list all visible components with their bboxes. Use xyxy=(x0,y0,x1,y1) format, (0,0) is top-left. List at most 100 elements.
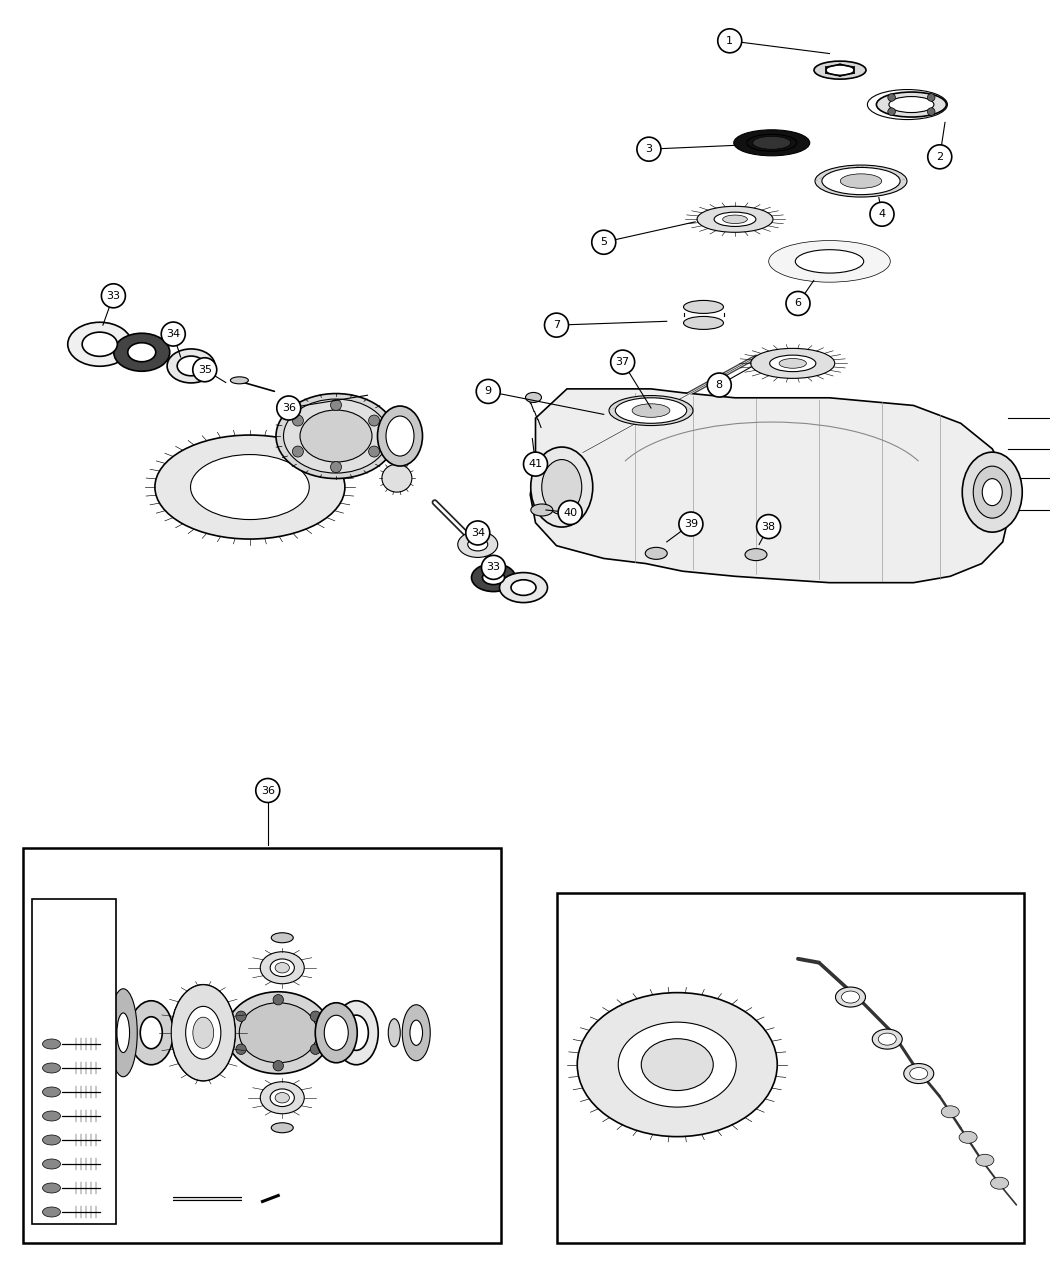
Ellipse shape xyxy=(186,1006,220,1060)
Ellipse shape xyxy=(615,398,687,423)
Ellipse shape xyxy=(82,333,118,356)
Ellipse shape xyxy=(42,1159,61,1169)
Ellipse shape xyxy=(500,572,547,603)
Ellipse shape xyxy=(171,984,235,1081)
Circle shape xyxy=(559,501,582,524)
Ellipse shape xyxy=(982,478,1003,506)
Circle shape xyxy=(273,994,284,1005)
Circle shape xyxy=(927,93,934,101)
Ellipse shape xyxy=(167,349,215,382)
Circle shape xyxy=(236,1044,246,1054)
Ellipse shape xyxy=(962,453,1023,532)
Circle shape xyxy=(477,380,500,403)
Ellipse shape xyxy=(226,992,331,1074)
Ellipse shape xyxy=(334,1001,378,1065)
Ellipse shape xyxy=(402,1005,430,1061)
Text: 34: 34 xyxy=(470,528,485,538)
Ellipse shape xyxy=(877,92,946,117)
Ellipse shape xyxy=(814,61,866,79)
Ellipse shape xyxy=(795,250,864,273)
Text: 33: 33 xyxy=(106,291,121,301)
Ellipse shape xyxy=(542,459,582,515)
Circle shape xyxy=(292,446,303,456)
Ellipse shape xyxy=(511,580,536,595)
Circle shape xyxy=(102,284,125,307)
Ellipse shape xyxy=(975,1154,994,1167)
Ellipse shape xyxy=(42,1111,61,1121)
Ellipse shape xyxy=(109,988,138,1077)
Circle shape xyxy=(162,323,185,346)
Circle shape xyxy=(611,351,634,374)
Ellipse shape xyxy=(68,323,131,366)
Ellipse shape xyxy=(753,136,791,149)
Ellipse shape xyxy=(275,1093,290,1103)
Ellipse shape xyxy=(714,212,756,227)
Circle shape xyxy=(277,397,300,419)
Ellipse shape xyxy=(271,1123,293,1132)
Ellipse shape xyxy=(239,1002,317,1063)
Ellipse shape xyxy=(42,1063,61,1074)
Ellipse shape xyxy=(941,1105,960,1118)
Ellipse shape xyxy=(42,1183,61,1193)
Text: 34: 34 xyxy=(166,329,181,339)
Ellipse shape xyxy=(878,1033,897,1045)
Circle shape xyxy=(888,93,896,101)
Circle shape xyxy=(786,292,810,315)
Ellipse shape xyxy=(578,993,777,1136)
Text: 41: 41 xyxy=(528,459,543,469)
Ellipse shape xyxy=(42,1207,61,1218)
Ellipse shape xyxy=(129,1001,173,1065)
Ellipse shape xyxy=(904,1063,933,1084)
Ellipse shape xyxy=(260,951,304,984)
Circle shape xyxy=(637,138,660,161)
Circle shape xyxy=(369,446,380,456)
Circle shape xyxy=(524,453,547,476)
Ellipse shape xyxy=(826,65,854,75)
Ellipse shape xyxy=(230,377,249,384)
Ellipse shape xyxy=(171,984,235,1081)
Ellipse shape xyxy=(386,416,414,456)
Circle shape xyxy=(888,108,896,116)
Text: 2: 2 xyxy=(937,152,943,162)
Ellipse shape xyxy=(42,1135,61,1145)
Ellipse shape xyxy=(117,1012,129,1053)
Ellipse shape xyxy=(270,1089,294,1107)
Circle shape xyxy=(679,513,702,536)
Circle shape xyxy=(466,521,489,544)
Ellipse shape xyxy=(792,249,867,274)
Ellipse shape xyxy=(378,405,422,467)
Circle shape xyxy=(718,29,741,52)
Bar xyxy=(32,899,116,1224)
Text: 3: 3 xyxy=(646,144,652,154)
Text: 6: 6 xyxy=(795,298,801,309)
Circle shape xyxy=(592,231,615,254)
Ellipse shape xyxy=(42,1039,61,1049)
Text: 5: 5 xyxy=(601,237,607,247)
Ellipse shape xyxy=(344,1015,369,1051)
Text: 33: 33 xyxy=(486,562,501,572)
Ellipse shape xyxy=(260,1081,304,1114)
Text: 35: 35 xyxy=(197,365,212,375)
Circle shape xyxy=(236,1011,246,1021)
Ellipse shape xyxy=(186,1006,220,1060)
Ellipse shape xyxy=(531,504,552,516)
Ellipse shape xyxy=(779,358,806,368)
Ellipse shape xyxy=(609,395,693,426)
Text: 37: 37 xyxy=(615,357,630,367)
Ellipse shape xyxy=(300,411,372,462)
Ellipse shape xyxy=(841,991,860,1003)
Circle shape xyxy=(870,203,894,226)
Ellipse shape xyxy=(388,1019,400,1047)
Circle shape xyxy=(292,416,303,426)
Circle shape xyxy=(708,374,731,397)
Ellipse shape xyxy=(410,1020,422,1045)
Text: 36: 36 xyxy=(260,785,275,796)
Ellipse shape xyxy=(840,173,882,189)
Ellipse shape xyxy=(270,959,294,977)
Ellipse shape xyxy=(746,548,766,561)
Ellipse shape xyxy=(190,455,310,519)
Circle shape xyxy=(331,462,341,473)
Ellipse shape xyxy=(155,435,344,539)
Circle shape xyxy=(757,515,780,538)
Ellipse shape xyxy=(873,1029,902,1049)
